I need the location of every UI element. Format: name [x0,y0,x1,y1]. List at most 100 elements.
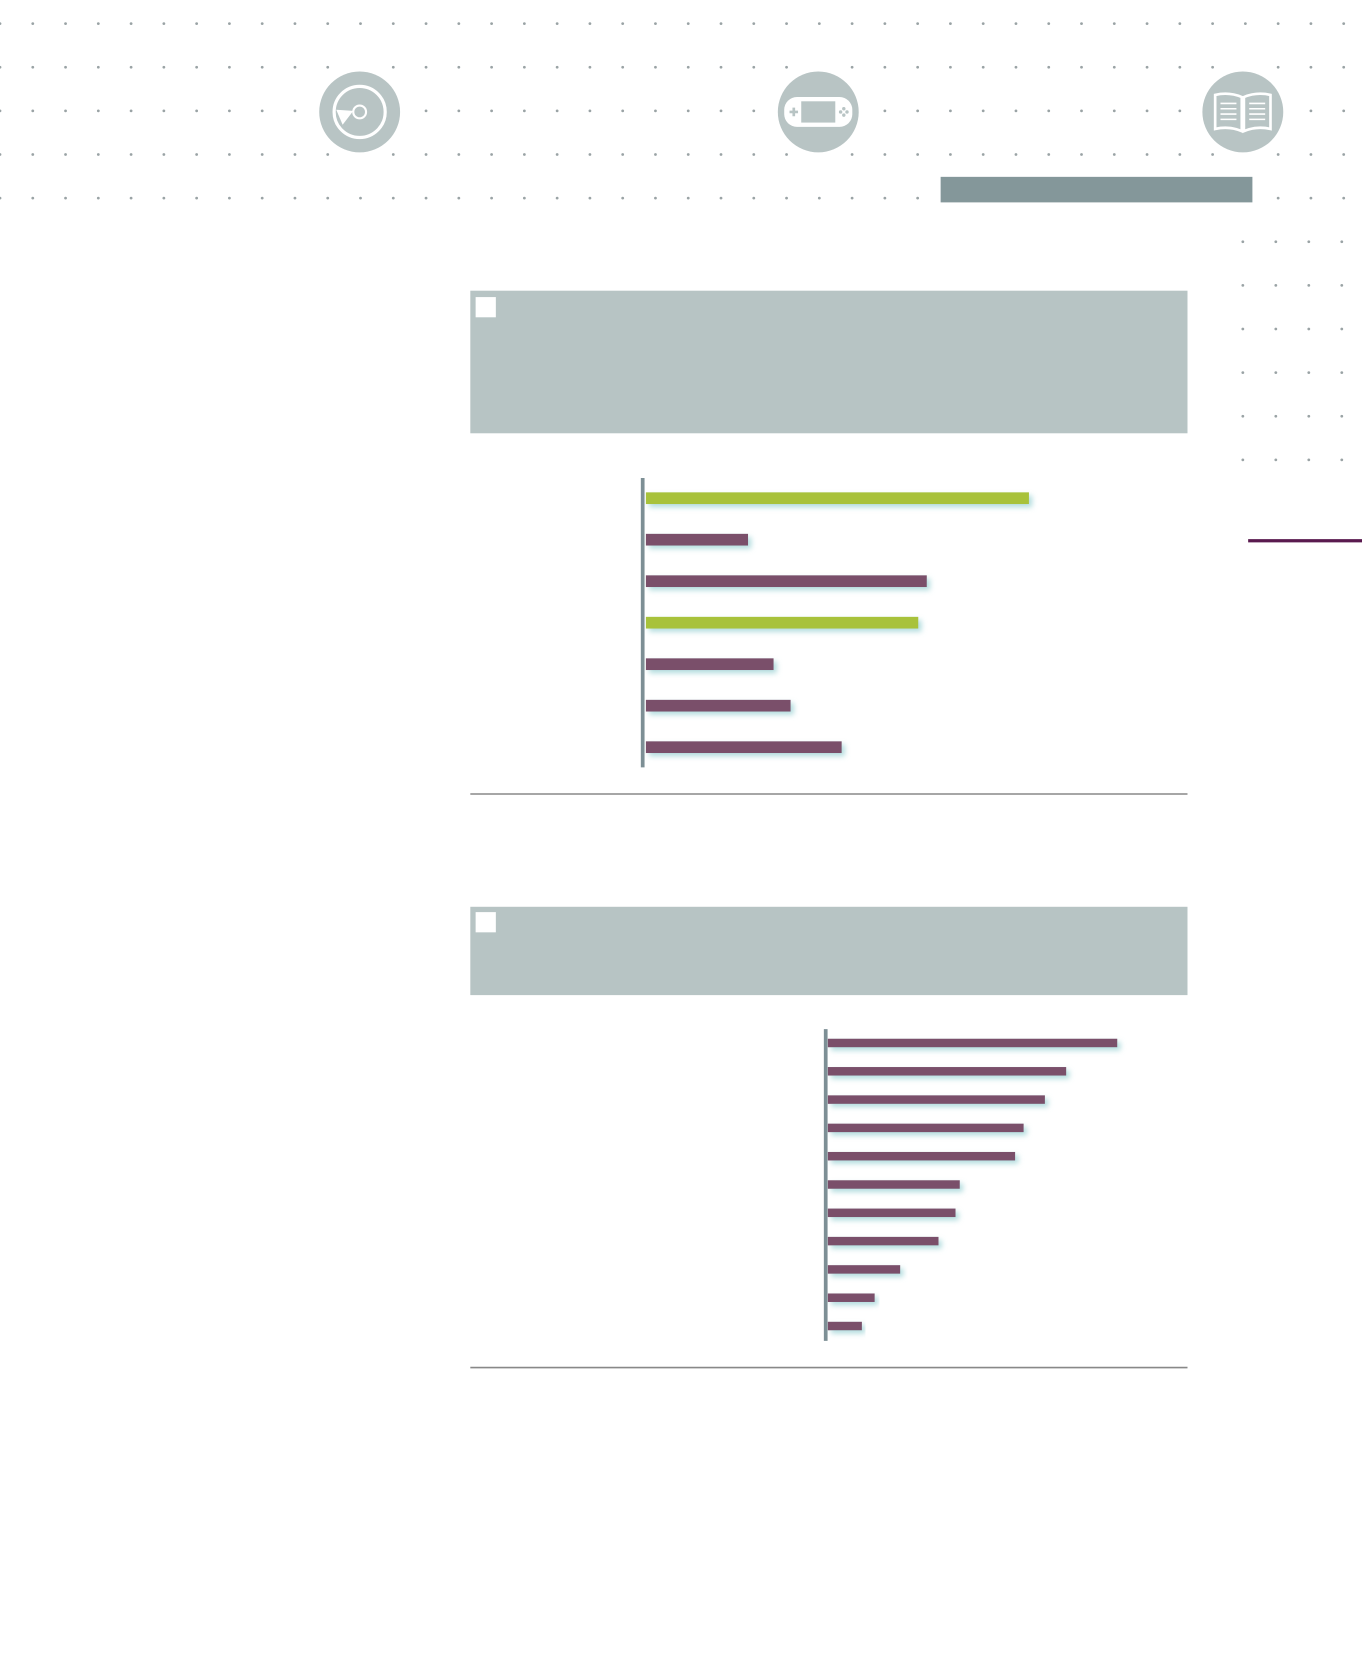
dot [555,109,559,113]
dot [752,65,756,69]
panel-header [470,290,1188,434]
dot [260,22,264,26]
dot [293,196,297,200]
bar [827,1236,939,1246]
dot [1178,153,1182,156]
dot [96,22,100,26]
dot [1340,414,1344,418]
dot [883,153,887,156]
dot [785,22,788,26]
dot [752,109,756,113]
dot [1080,22,1083,26]
dot [686,109,690,113]
dot [457,65,461,69]
dot [31,22,35,26]
dot [129,65,133,69]
dot [817,22,821,26]
dot [162,109,166,113]
dot [785,153,788,156]
dot [129,109,133,113]
dot [490,22,493,26]
dot [1241,414,1245,418]
dot [31,65,35,69]
dot [621,65,625,69]
dot [1276,153,1280,156]
dot [293,65,297,69]
dot [916,22,920,26]
dot [752,153,756,156]
dot [162,22,166,26]
dot [1241,371,1245,375]
dot [1309,109,1313,113]
dot [949,109,952,113]
dot [1211,22,1214,26]
dot [228,65,231,69]
dot [1274,458,1278,462]
dot [195,109,199,113]
dot [31,153,35,156]
dot [1178,109,1182,113]
dot [490,196,493,200]
dot [1342,22,1346,26]
dot [686,153,690,156]
dot [1342,196,1346,200]
dot [522,109,526,113]
dot [1145,153,1149,156]
dot [850,153,854,156]
dot [1307,371,1311,375]
dot [555,65,559,69]
bar [827,1095,1045,1104]
dot [293,153,297,156]
dot [522,196,526,200]
dot [0,196,2,200]
dot [1307,414,1311,418]
dot [96,153,100,156]
dot [1112,153,1116,156]
dot [654,109,657,113]
dot [424,196,428,200]
dot [326,22,330,26]
dot [391,196,395,200]
dot [457,153,461,156]
dot [981,22,985,26]
dot [424,153,428,156]
dot [654,22,657,26]
dot [686,65,690,69]
panel-marker [475,912,496,933]
dot [621,153,625,156]
dot [228,196,231,200]
dot [391,22,395,26]
dot [588,22,592,26]
dot [588,196,592,200]
dot [96,196,100,200]
dot [260,109,264,113]
dot [1340,283,1344,287]
dot [1211,65,1214,69]
bar [645,741,842,754]
dot [686,196,690,200]
dot [1274,327,1278,331]
dot [752,22,756,26]
dot [654,65,657,69]
bar [645,533,749,546]
dot [228,109,231,113]
dot [1340,371,1344,375]
dot [883,109,887,113]
dot [195,22,199,26]
dot [522,153,526,156]
dot [588,109,592,113]
dot [1080,153,1083,156]
dot [293,22,297,26]
panel-header [470,906,1188,996]
dot [1178,22,1182,26]
dot [621,22,625,26]
dot [1274,371,1278,375]
dot [588,153,592,156]
dot [1241,327,1245,331]
dot [588,65,592,69]
dot [260,153,264,156]
dot [1014,153,1018,156]
dot [850,196,854,200]
dot [883,65,887,69]
